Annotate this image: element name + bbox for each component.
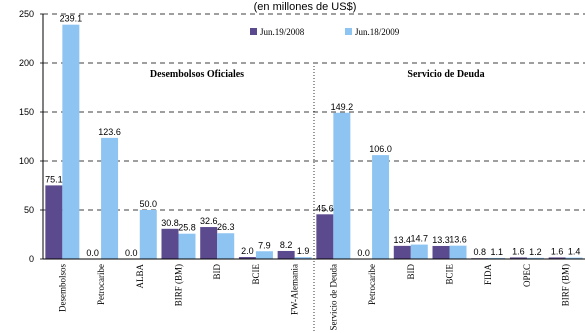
value-label: 45.6 (316, 203, 334, 213)
y-tick-labels: 0 50 100 150 200 250 (19, 9, 43, 264)
legend-label-2009: Jun.18/2009 (355, 27, 400, 37)
value-label: 50.0 (140, 199, 158, 209)
value-label: 1.1 (490, 247, 503, 257)
value-label: 13.3 (432, 235, 450, 245)
value-label: 26.3 (217, 222, 235, 232)
y-tick-label: 250 (19, 9, 34, 19)
x-tick-label: BIRF (BM) (174, 264, 184, 306)
y-tick-label: 150 (19, 107, 34, 117)
bar-2009 (255, 251, 273, 259)
x-tick-label: FIDA (483, 264, 493, 286)
bar-2009 (526, 257, 544, 259)
value-label: 8.2 (280, 240, 293, 250)
bar-2008 (432, 245, 450, 259)
value-label: 25.8 (178, 223, 196, 233)
bar-2009 (372, 155, 390, 259)
bar-2009 (565, 257, 583, 259)
value-label: 1.2 (529, 247, 542, 257)
value-label: 0.8 (473, 247, 486, 257)
value-label: 1.4 (568, 247, 581, 257)
bar-2008 (45, 185, 63, 259)
bar-2008 (548, 257, 566, 259)
bar-2008 (316, 214, 334, 259)
bar-2009 (217, 233, 235, 259)
value-label: 149.2 (331, 102, 354, 112)
value-label: 0.0 (86, 248, 99, 258)
y-tick-label: 50 (24, 205, 34, 215)
x-tick-label: BID (406, 264, 416, 280)
value-label: 13.4 (394, 235, 412, 245)
legend-swatch-2009 (345, 28, 352, 35)
x-tick-label: Petrocaribe (367, 264, 377, 305)
value-label: 2.0 (241, 246, 254, 256)
legend-label-2008: Jun.19/2008 (260, 27, 305, 37)
value-label: 32.6 (200, 216, 218, 226)
bar-2009 (178, 233, 196, 259)
bar-2009 (449, 245, 467, 259)
x-tick-label: OPEC (522, 264, 532, 287)
value-label: 1.6 (551, 246, 564, 256)
bar-2009 (488, 257, 506, 259)
x-tick-labels: Desembolsos Petrocaribe ALBA BIRF (BM) BID BC… (57, 264, 570, 331)
x-tick-label: Servicio de Deuda (328, 264, 338, 330)
value-label: 1.9 (297, 246, 310, 256)
x-tick-label: ALBA (135, 264, 145, 289)
value-label: 0.0 (125, 248, 138, 258)
bar-2009 (410, 244, 428, 259)
bar-2009 (139, 210, 157, 259)
value-label: 30.8 (161, 218, 179, 228)
bar-2008 (277, 250, 295, 259)
bar-2008 (161, 228, 179, 259)
x-tick-label: BIRF (BM) (561, 264, 571, 306)
bar-2009 (294, 257, 312, 259)
value-label: 123.6 (98, 127, 121, 137)
value-label: 7.9 (258, 240, 271, 250)
bar-2009 (101, 137, 119, 259)
axes (42, 14, 585, 260)
value-label: 75.1 (45, 174, 63, 184)
bar-2008 (200, 227, 218, 259)
x-tick-label: Petrocaribe (96, 264, 106, 305)
chart-subtitle: (en millones de US$) (254, 1, 357, 13)
x-tick-label: BCIE (445, 264, 455, 285)
bar-2008 (509, 257, 527, 259)
group-label-servicio-de-deuda: Servicio de Deuda (407, 69, 484, 80)
bar-2008 (393, 245, 411, 259)
bar-2009 (62, 24, 80, 259)
x-tick-label: BCIE (251, 264, 261, 285)
value-label: 13.6 (449, 235, 467, 245)
value-label: 0.0 (357, 248, 370, 258)
x-tick-label: FW-Alemania (290, 264, 300, 315)
legend: Jun.19/2008 Jun.18/2009 (250, 27, 400, 37)
bar-2009 (333, 112, 351, 259)
y-tick-label: 100 (19, 156, 34, 166)
y-tick-label: 200 (19, 58, 34, 68)
group-label-desembolsos-oficiales: Desembolsos Oficiales (150, 69, 244, 80)
value-labels: 75.1 0.0 0.0 30.8 32.6 2.0 8.2 45.6 0.0 13.4 13.3 0… (45, 14, 580, 258)
value-label: 106.0 (369, 144, 392, 154)
value-label: 239.1 (60, 14, 83, 24)
value-label: 14.7 (411, 234, 429, 244)
legend-swatch-2008 (250, 28, 257, 35)
bars (45, 24, 583, 259)
x-tick-label: BID (212, 264, 222, 280)
x-tick-label: Desembolsos (57, 264, 67, 312)
bar-2008 (238, 257, 256, 259)
y-tick-label: 0 (29, 254, 34, 264)
value-label: 1.6 (512, 246, 525, 256)
